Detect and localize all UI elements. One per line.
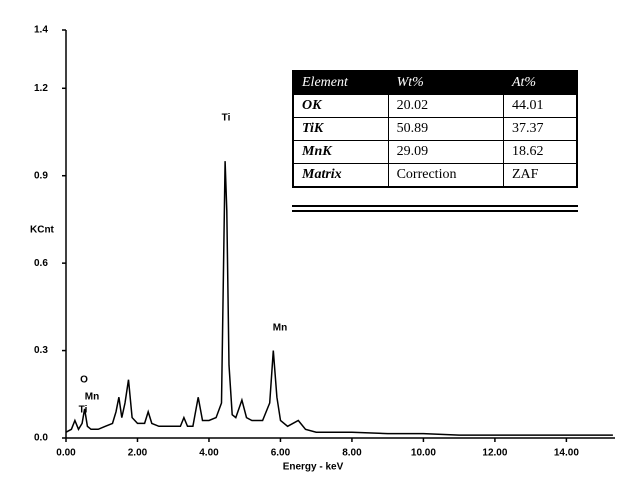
result-table: Element Wt% At% OK20.0244.01TiK50.8937.3… <box>292 70 578 188</box>
table-row: MnK29.0918.62 <box>293 141 577 164</box>
peak-label: Ti <box>222 113 231 124</box>
x-tick-label: 6.00 <box>271 448 291 459</box>
header-row: Element Wt% At% <box>293 71 577 95</box>
value-cell: 18.62 <box>503 141 577 164</box>
element-cell: MnK <box>293 141 388 164</box>
x-tick-label: 8.00 <box>342 448 362 459</box>
peak-label: Mn <box>273 323 287 334</box>
value-cell: 37.37 <box>503 118 577 141</box>
table-row: TiK50.8937.37 <box>293 118 577 141</box>
x-axis-label: Energy - keV <box>283 462 344 473</box>
x-tick-label: 4.00 <box>199 448 219 459</box>
x-tick-label: 0.00 <box>56 448 76 459</box>
value-cell: 29.09 <box>388 141 503 164</box>
y-tick-label: 1.4 <box>34 25 48 36</box>
y-axis-label: KCnt <box>30 225 55 236</box>
element-cell: OK <box>293 95 388 118</box>
header-cell: Element <box>293 71 388 95</box>
x-tick-label: 14.00 <box>554 448 579 459</box>
element-cell: Matrix <box>293 164 388 188</box>
table-row: OK20.0244.01 <box>293 95 577 118</box>
table-row: MatrixCorrectionZAF <box>293 164 577 188</box>
value-cell: 50.89 <box>388 118 503 141</box>
y-tick-label: 0.0 <box>34 433 48 444</box>
header-cell: At% <box>503 71 577 95</box>
y-tick-label: 1.2 <box>34 83 48 94</box>
peak-label: Mn <box>85 392 99 403</box>
spectrum-line <box>66 161 613 435</box>
peak-label: Ti <box>79 405 88 416</box>
x-tick-label: 10.00 <box>411 448 436 459</box>
element-cell: TiK <box>293 118 388 141</box>
y-tick-label: 0.6 <box>34 258 48 269</box>
value-cell: ZAF <box>503 164 577 188</box>
table-double-rule <box>292 205 578 212</box>
page: KCnt Energy - keV 0.0 0.3 0.6 0.9 1.2 1.4 0.00… <box>0 0 637 495</box>
peak-label: O <box>80 375 88 386</box>
value-cell: 20.02 <box>388 95 503 118</box>
value-cell: 44.01 <box>503 95 577 118</box>
x-tick-label: 2.00 <box>128 448 148 459</box>
value-cell: Correction <box>388 164 503 188</box>
header-cell: Wt% <box>388 71 503 95</box>
y-tick-label: 0.9 <box>34 170 48 181</box>
x-tick-label: 12.00 <box>482 448 507 459</box>
y-tick-label: 0.3 <box>34 345 48 356</box>
